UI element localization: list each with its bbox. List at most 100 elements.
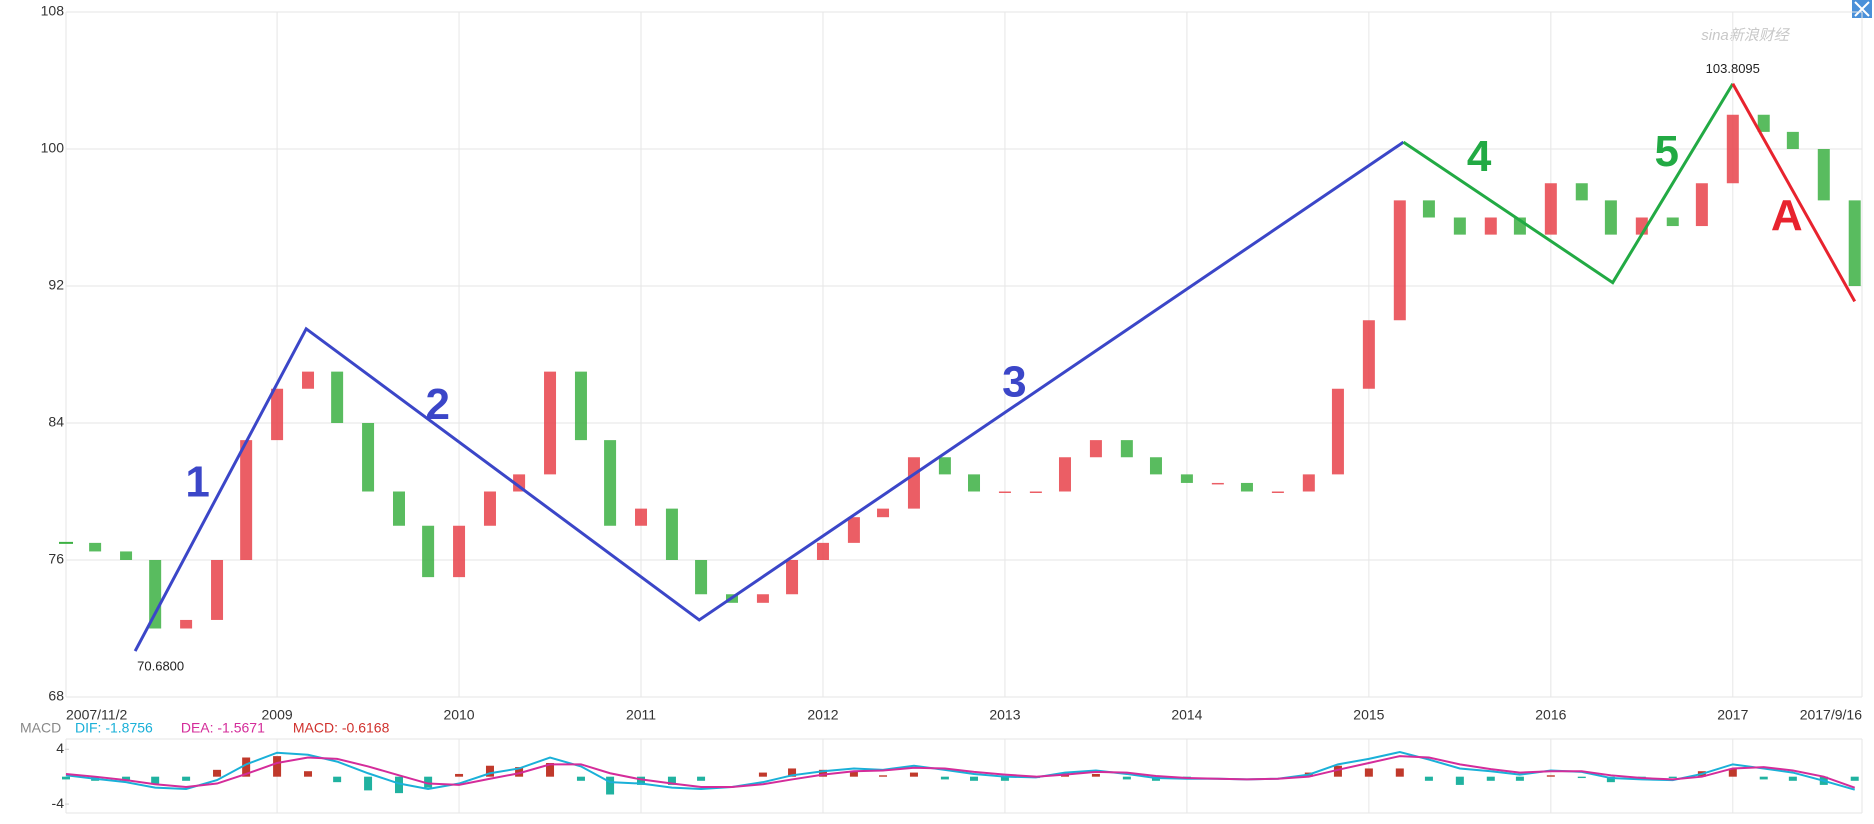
wave-label: 4 xyxy=(1467,132,1492,181)
macd-bar xyxy=(1850,776,1859,781)
candle xyxy=(695,560,708,595)
macd-y-tick-label: -4 xyxy=(52,795,65,811)
y-tick-label: 92 xyxy=(48,277,64,293)
close-button[interactable] xyxy=(1852,0,1872,18)
candle xyxy=(968,474,981,492)
y-tick-label: 108 xyxy=(41,3,65,19)
macd-bar xyxy=(758,772,767,777)
macd-bar xyxy=(333,776,342,783)
macd-title: MACD xyxy=(20,720,61,736)
candle xyxy=(240,440,253,560)
candle xyxy=(1544,183,1557,235)
candle xyxy=(483,491,496,526)
macd-bar xyxy=(909,772,918,777)
macd-bar xyxy=(1668,776,1677,779)
macd-bar xyxy=(667,776,676,785)
macd-bar xyxy=(1455,776,1464,785)
macd-bar xyxy=(1424,776,1433,781)
macd-bar xyxy=(1486,776,1495,781)
candle xyxy=(604,440,617,526)
candle xyxy=(1180,474,1193,483)
candle xyxy=(786,560,799,595)
macd-bar xyxy=(273,756,282,777)
wave-label: 2 xyxy=(425,380,449,429)
macd-bar xyxy=(485,765,494,777)
candle xyxy=(1726,114,1739,184)
candle xyxy=(907,457,920,509)
candle xyxy=(1362,320,1375,389)
wave-line xyxy=(1731,83,1857,303)
macd-bar xyxy=(1091,773,1100,777)
candle xyxy=(1149,457,1162,475)
candle xyxy=(665,508,678,560)
macd-bar xyxy=(849,771,858,777)
wave-line xyxy=(133,140,1405,652)
candle xyxy=(756,594,769,603)
macd-bar xyxy=(424,776,433,788)
macd-bar xyxy=(697,776,706,781)
candle xyxy=(271,388,284,441)
candle xyxy=(1666,217,1679,227)
y-tick-label: 100 xyxy=(41,140,65,156)
candle xyxy=(574,371,587,441)
y-tick-label: 84 xyxy=(48,414,64,430)
macd-bar xyxy=(1606,776,1615,783)
macd-legend: DEA: -1.5671 xyxy=(181,720,265,736)
candle xyxy=(1757,114,1770,132)
macd-line xyxy=(65,755,1856,789)
candle xyxy=(938,457,951,475)
x-tick-label: 2009 xyxy=(262,707,293,723)
macd-legend: MACD: -0.6168 xyxy=(293,720,390,736)
candle xyxy=(453,525,466,578)
x-tick-label: 2013 xyxy=(989,707,1020,723)
macd-bar xyxy=(1728,768,1737,777)
watermark: sina新浪财经 xyxy=(1701,27,1791,44)
macd-bar xyxy=(1577,776,1586,779)
macd-bar xyxy=(1395,768,1404,777)
macd-bar xyxy=(1122,776,1131,780)
macd-bar xyxy=(576,776,585,781)
candle xyxy=(331,371,344,423)
macd-legend: DIF: -1.8756 xyxy=(75,720,153,736)
macd-bar xyxy=(879,775,888,777)
candle xyxy=(211,560,224,620)
candle xyxy=(1271,491,1284,493)
macd-bar xyxy=(122,776,131,781)
macd-bar xyxy=(1546,775,1555,777)
candle xyxy=(1848,200,1861,286)
macd-bar xyxy=(788,768,797,777)
macd-bar xyxy=(1364,768,1373,777)
candle xyxy=(1817,149,1830,201)
candle xyxy=(1331,388,1344,475)
candle xyxy=(1058,457,1071,492)
candle xyxy=(89,542,102,552)
candle xyxy=(120,551,133,560)
close-icon[interactable] xyxy=(1854,1,1870,17)
macd-bar xyxy=(1515,776,1524,781)
candle xyxy=(1575,183,1588,201)
wave-label: 5 xyxy=(1655,127,1679,176)
price-annotation: 103.8095 xyxy=(1706,61,1760,76)
macd-bar xyxy=(364,776,373,791)
wave-label: 3 xyxy=(1002,358,1026,407)
candle xyxy=(1120,440,1133,458)
x-tick-label: 2015 xyxy=(1353,707,1384,723)
candle xyxy=(544,371,557,475)
macd-bar xyxy=(394,776,403,794)
x-tick-label: 2016 xyxy=(1535,707,1566,723)
macd-bar xyxy=(515,767,524,777)
x-tick-label: 2011 xyxy=(626,707,656,723)
candle xyxy=(302,371,315,389)
candle xyxy=(1484,217,1497,235)
candle xyxy=(1422,200,1435,218)
macd-bar xyxy=(1000,776,1009,781)
candle xyxy=(149,560,162,629)
macd-bar xyxy=(151,776,160,784)
candle xyxy=(1240,482,1253,492)
x-tick-label: 2017/9/16 xyxy=(1800,707,1862,723)
macd-bar xyxy=(546,762,555,777)
macd-bar xyxy=(637,776,646,785)
candle xyxy=(1089,440,1102,458)
y-tick-label: 68 xyxy=(48,688,64,704)
